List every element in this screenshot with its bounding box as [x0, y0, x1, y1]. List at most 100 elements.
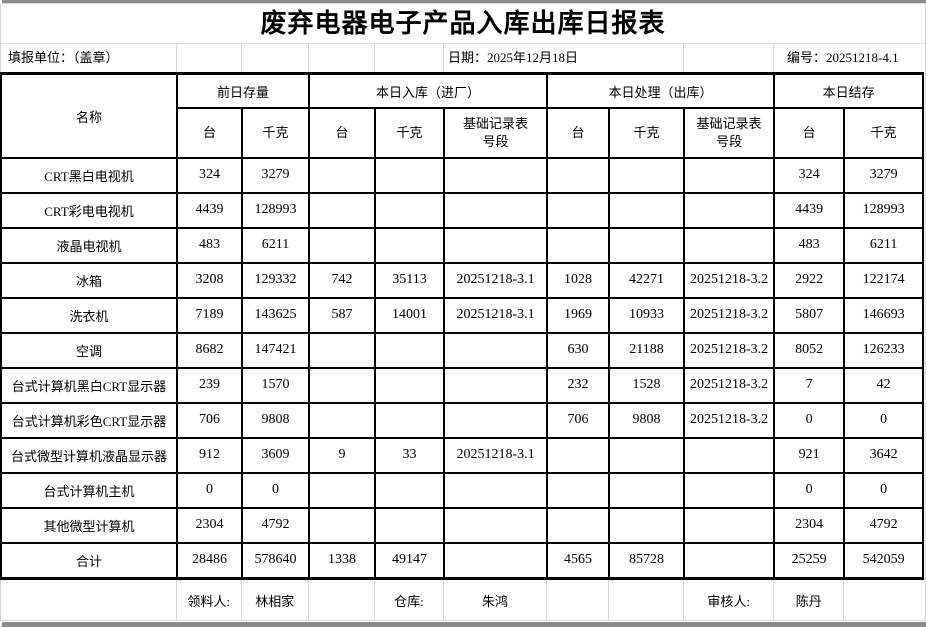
cell-item-name[interactable]: 台式计算机黑白CRT显示器 [0, 366, 178, 404]
cell-value[interactable] [608, 506, 686, 544]
subheader-kg[interactable]: 千克 [374, 107, 446, 159]
cell-value[interactable]: 706 [546, 401, 611, 439]
cell-item-name[interactable]: 其他微型计算机 [0, 506, 178, 544]
cell-value[interactable]: 4565 [546, 541, 611, 580]
signature-cell[interactable] [546, 580, 609, 620]
cell-value[interactable]: 921 [773, 436, 846, 474]
cell-item-name[interactable]: 液晶电视机 [0, 226, 178, 264]
cell-value[interactable] [374, 506, 446, 544]
cell-item-name[interactable]: 冰箱 [0, 261, 178, 299]
cell-value[interactable]: 20251218-3.1 [443, 436, 549, 474]
subheader-units[interactable]: 台 [773, 107, 846, 159]
cell-value[interactable]: 0 [773, 471, 846, 509]
cell-value[interactable] [546, 471, 611, 509]
cell-value[interactable]: 3279 [843, 157, 925, 194]
cell-value[interactable]: 1528 [608, 366, 686, 404]
cell-value[interactable]: 0 [176, 471, 243, 509]
header-group-today-inbound[interactable]: 本日入库（进厂） [308, 72, 549, 109]
cell-value[interactable] [374, 366, 446, 404]
cell-value[interactable]: 6211 [843, 226, 925, 264]
cell-value[interactable]: 9 [308, 436, 377, 474]
cell-value[interactable] [308, 401, 377, 439]
cell-value[interactable]: 324 [176, 157, 243, 194]
cell-value[interactable]: 8052 [773, 331, 846, 369]
cell-value[interactable]: 126233 [843, 331, 925, 369]
cell-value[interactable]: 2922 [773, 261, 846, 299]
cell-value[interactable] [443, 191, 549, 229]
cell-value[interactable]: 21188 [608, 331, 686, 369]
cell-value[interactable] [308, 191, 377, 229]
cell-value[interactable]: 20251218-3.2 [683, 296, 776, 334]
cell-value[interactable]: 8682 [176, 331, 243, 369]
cell-value[interactable]: 3279 [241, 157, 311, 194]
cell-value[interactable]: 20251218-3.1 [443, 296, 549, 334]
cell-value[interactable]: 28486 [176, 541, 243, 580]
cell-value[interactable]: 3609 [241, 436, 311, 474]
subheader-units[interactable]: 台 [176, 107, 243, 159]
cell-item-name[interactable]: CRT黑白电视机 [0, 157, 178, 194]
cell-value[interactable]: 483 [773, 226, 846, 264]
cell-value[interactable]: 25259 [773, 541, 846, 580]
cell-value[interactable] [443, 366, 549, 404]
cell-value[interactable]: 4792 [241, 506, 311, 544]
header-group-previous-stock[interactable]: 前日存量 [175, 72, 311, 109]
cell-value[interactable] [308, 157, 377, 194]
cell-value[interactable]: 4439 [176, 191, 243, 229]
cell-value[interactable] [683, 226, 776, 264]
cell-value[interactable] [308, 331, 377, 369]
subheader-units[interactable]: 台 [308, 107, 377, 159]
subheader-record-range[interactable]: 基础记录表 号段 [443, 107, 549, 159]
signature-cell[interactable] [0, 580, 176, 620]
cell-value[interactable]: 587 [308, 296, 377, 334]
cell-value[interactable] [374, 191, 446, 229]
cell-value[interactable]: 122174 [843, 261, 925, 299]
signature-cell[interactable]: 审核人: [683, 580, 774, 620]
cell-value[interactable]: 5807 [773, 296, 846, 334]
cell-value[interactable]: 20251218-3.1 [443, 261, 549, 299]
cell-value[interactable]: 42271 [608, 261, 686, 299]
cell-value[interactable] [443, 506, 549, 544]
cell-value[interactable] [546, 191, 611, 229]
cell-value[interactable] [443, 541, 549, 580]
cell-value[interactable] [443, 471, 549, 509]
cell-value[interactable]: 7189 [176, 296, 243, 334]
cell-value[interactable] [683, 157, 776, 194]
cell-value[interactable]: 239 [176, 366, 243, 404]
cell-value[interactable] [374, 401, 446, 439]
cell-value[interactable]: 706 [176, 401, 243, 439]
cell-value[interactable] [374, 226, 446, 264]
cell-item-name[interactable]: 台式微型计算机液晶显示器 [0, 436, 178, 474]
cell-value[interactable] [308, 471, 377, 509]
cell-value[interactable]: 85728 [608, 541, 686, 580]
cell-value[interactable] [608, 436, 686, 474]
cell-value[interactable]: 6211 [241, 226, 311, 264]
cell-value[interactable]: 630 [546, 331, 611, 369]
cell-value[interactable]: 14001 [374, 296, 446, 334]
report-code-cell[interactable]: 编号：20251218-4.1 [787, 50, 899, 65]
report-date-cell[interactable]: 日期：2025年12月18日 [448, 50, 579, 65]
cell-value[interactable]: 483 [176, 226, 243, 264]
header-group-today-processed[interactable]: 本日处理（出库） [546, 72, 776, 109]
cell-value[interactable]: 0 [843, 401, 925, 439]
cell-value[interactable]: 578640 [241, 541, 311, 580]
cell-value[interactable] [683, 541, 776, 580]
cell-value[interactable] [608, 471, 686, 509]
cell-value[interactable]: 0 [241, 471, 311, 509]
cell-value[interactable] [683, 191, 776, 229]
cell-item-name[interactable]: 洗衣机 [0, 296, 178, 334]
cell-value[interactable]: 20251218-3.2 [683, 366, 776, 404]
subheader-units[interactable]: 台 [546, 107, 611, 159]
cell-value[interactable]: 542059 [843, 541, 925, 580]
cell-value[interactable]: 4792 [843, 506, 925, 544]
cell-value[interactable] [374, 157, 446, 194]
cell-value[interactable]: 1338 [308, 541, 377, 580]
cell-value[interactable]: 7 [773, 366, 846, 404]
cell-value[interactable]: 1028 [546, 261, 611, 299]
cell-value[interactable]: 146693 [843, 296, 925, 334]
cell-value[interactable]: 20251218-3.2 [683, 401, 776, 439]
cell-value[interactable] [308, 506, 377, 544]
cell-value[interactable]: 49147 [374, 541, 446, 580]
subheader-kg[interactable]: 千克 [241, 107, 311, 159]
cell-value[interactable]: 42 [843, 366, 925, 404]
cell-value[interactable]: 742 [308, 261, 377, 299]
